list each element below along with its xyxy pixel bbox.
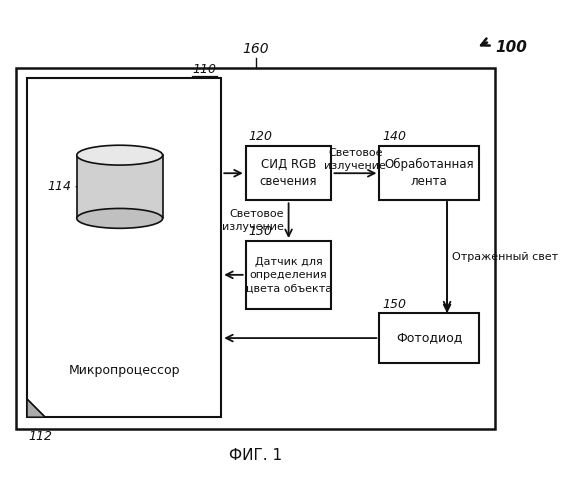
Text: СИД RGB
свечения: СИД RGB свечения [260,158,318,188]
Text: 140: 140 [382,130,406,143]
Bar [16,68,495,429]
Text: Фотодиод: Фотодиод [396,332,462,344]
Text: ФИГ. 1: ФИГ. 1 [229,448,282,464]
Text: 114: 114 [47,180,71,194]
Bar [246,241,332,308]
Bar [77,155,163,218]
Bar [27,78,221,417]
Text: 112: 112 [28,430,52,442]
Text: Микропроцессор: Микропроцессор [68,364,180,376]
Ellipse shape [77,145,163,165]
Text: Световое
излучение: Световое излучение [222,210,284,232]
Text: 150: 150 [382,298,406,310]
Bar [379,146,479,201]
Text: 160: 160 [242,42,269,56]
Text: Световое
излучение: Световое излучение [324,148,386,171]
Text: Обработанная
лента: Обработанная лента [384,158,474,188]
Text: Датчик для
определения
цвета объекта: Датчик для определения цвета объекта [246,256,332,293]
Ellipse shape [77,208,163,229]
Bar [246,146,332,201]
Text: 110: 110 [193,62,217,76]
Text: Отраженный свет: Отраженный свет [451,252,558,262]
Text: 120: 120 [249,130,272,143]
Text: 130: 130 [249,226,272,238]
Polygon shape [27,399,45,417]
Text: 100: 100 [495,40,527,56]
Bar [379,313,479,363]
